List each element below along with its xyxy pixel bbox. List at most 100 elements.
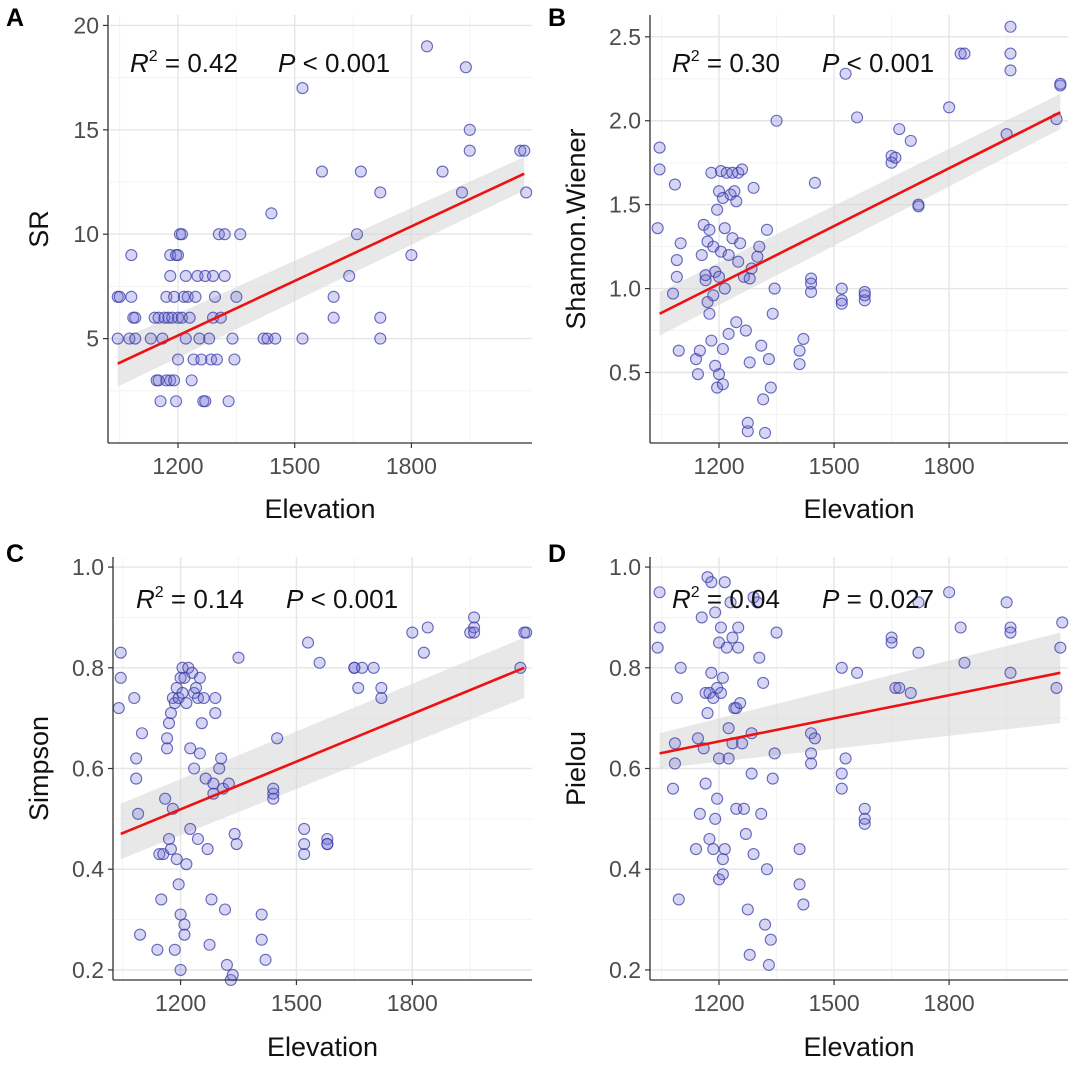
- data-point: [269, 332, 282, 345]
- data-point: [797, 898, 810, 911]
- data-point: [904, 686, 917, 700]
- data-point: [757, 676, 770, 689]
- data-point: [672, 893, 685, 906]
- x-tick-label: 1800: [387, 990, 438, 1016]
- data-point: [709, 606, 722, 619]
- data-point: [1004, 64, 1017, 77]
- data-point: [296, 332, 309, 345]
- x-axis-title: Elevation: [803, 1032, 914, 1062]
- data-point: [739, 827, 752, 841]
- data-point: [714, 621, 727, 634]
- data-point: [732, 621, 745, 634]
- data-point: [943, 586, 956, 599]
- data-point: [164, 374, 177, 387]
- data-point: [858, 812, 871, 825]
- data-point: [417, 646, 430, 659]
- data-point: [835, 767, 848, 780]
- data-point: [739, 324, 752, 337]
- data-point: [851, 666, 864, 679]
- data-point: [716, 342, 729, 356]
- data-point: [420, 40, 434, 53]
- data-point: [267, 792, 280, 805]
- data-point: [350, 228, 364, 241]
- data-point: [255, 908, 268, 921]
- data-point: [912, 200, 925, 213]
- data-point: [154, 395, 167, 408]
- data-point: [128, 691, 141, 705]
- data-point: [267, 782, 280, 795]
- x-tick-label: 1500: [808, 453, 859, 479]
- data-point: [672, 344, 685, 357]
- data-point: [722, 752, 735, 765]
- data-point: [135, 727, 149, 740]
- data-point: [1056, 616, 1069, 629]
- data-point: [839, 752, 852, 765]
- data-point: [189, 290, 202, 303]
- data-point: [699, 777, 712, 790]
- data-point: [741, 416, 754, 429]
- data-point: [1004, 666, 1017, 679]
- data-point: [1004, 47, 1017, 60]
- data-point: [858, 289, 871, 302]
- data-point: [839, 67, 852, 80]
- panel-a: 5 10 15 20 1200 1500 1800 Elevation SR A R2 = 0.42…: [6, 4, 533, 524]
- data-point: [793, 344, 806, 357]
- data-point: [666, 782, 680, 795]
- y-tick-label: 0.5: [609, 360, 641, 386]
- data-point: [741, 903, 754, 916]
- data-point: [191, 832, 205, 846]
- data-point: [730, 316, 743, 329]
- data-point: [367, 661, 380, 674]
- data-point: [178, 928, 191, 941]
- confidence-band: [120, 637, 525, 860]
- data-point: [751, 596, 764, 609]
- data-point: [732, 255, 745, 268]
- panel-letter: D: [548, 540, 566, 568]
- data-point: [705, 334, 718, 347]
- data-point: [520, 626, 533, 639]
- data-point: [183, 311, 196, 324]
- data-point: [171, 249, 185, 262]
- data-point: [218, 228, 231, 241]
- data-point: [718, 576, 731, 589]
- data-point: [808, 732, 821, 745]
- data-point: [762, 958, 775, 971]
- x-tick-label: 1800: [924, 453, 975, 479]
- panel-letter: A: [6, 4, 24, 32]
- data-point: [711, 792, 724, 805]
- data-point: [179, 269, 192, 283]
- data-point: [1054, 641, 1067, 654]
- p-value-label: P < 0.001: [286, 584, 398, 614]
- data-point: [755, 807, 768, 820]
- data-point: [716, 378, 729, 391]
- regression-line: [659, 671, 1061, 755]
- data-point: [405, 249, 418, 262]
- y-axis-title: SR: [24, 210, 54, 248]
- data-point: [195, 717, 208, 730]
- data-point: [711, 203, 724, 216]
- y-tick-label: 0.6: [72, 756, 104, 782]
- data-point: [130, 772, 143, 785]
- data-point: [722, 248, 735, 262]
- data-point: [707, 289, 720, 302]
- data-point: [148, 311, 161, 324]
- data-point: [747, 181, 760, 194]
- data-point: [743, 272, 756, 285]
- data-point: [674, 237, 687, 250]
- data-point: [255, 933, 268, 946]
- data-point: [703, 307, 716, 320]
- data-point: [220, 958, 233, 971]
- data-point: [858, 285, 871, 298]
- y-tick-label: 1.0: [609, 554, 641, 580]
- data-point: [943, 101, 956, 114]
- data-point: [176, 686, 189, 700]
- panel-d: 0.2 0.4 0.6 0.8 1.0 1200 1500 1800 Elevation Piel…: [548, 540, 1069, 1062]
- data-point: [218, 903, 232, 916]
- regression-line: [120, 666, 525, 836]
- data-point: [215, 752, 228, 765]
- data-point: [151, 943, 164, 956]
- data-point: [718, 843, 731, 856]
- data-point: [375, 681, 388, 694]
- data-point: [111, 332, 124, 345]
